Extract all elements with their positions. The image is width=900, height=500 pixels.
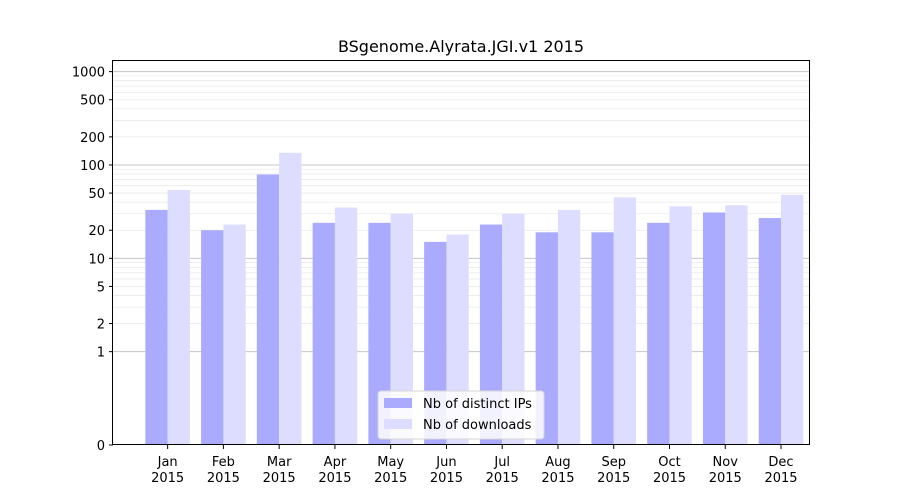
x-tick-label: Apr 2015	[318, 455, 351, 486]
x-tick-month: Mar	[267, 455, 292, 470]
chart-title: BSgenome.Alyrata.JGI.v1 2015	[338, 37, 584, 56]
x-tick-month: Feb	[212, 455, 235, 470]
bar-downloads	[279, 152, 302, 445]
y-tick-label: 10	[88, 252, 105, 267]
legend-label: Nb of downloads	[423, 418, 532, 433]
x-tick-year: 2015	[486, 471, 519, 486]
y-tick-label: 1000	[72, 66, 105, 81]
bar-downloads	[725, 205, 748, 445]
x-tick-month: Dec	[768, 455, 793, 470]
x-tick-label: Nov 2015	[709, 455, 742, 486]
x-tick-year: 2015	[764, 471, 797, 486]
x-tick-year: 2015	[318, 471, 351, 486]
bar-distinct-ips	[368, 222, 391, 445]
legend: Nb of distinct IPs Nb of downloads	[377, 390, 545, 440]
x-tick-year: 2015	[207, 471, 240, 486]
bar-downloads	[390, 213, 413, 445]
x-tick-label: Oct 2015	[653, 455, 686, 486]
x-tick-year: 2015	[653, 471, 686, 486]
x-tick-label: Dec 2015	[764, 455, 797, 486]
x-tick-label: Jul 2015	[486, 455, 519, 486]
x-tick-year: 2015	[541, 471, 574, 486]
y-tick-label: 50	[88, 187, 105, 202]
legend-swatch	[384, 398, 412, 408]
x-tick-month: Jan	[157, 455, 178, 470]
bar-downloads	[223, 224, 246, 445]
bar-distinct-ips	[647, 222, 670, 445]
y-tick-label: 1	[97, 346, 105, 361]
x-tick-label: Mar 2015	[263, 455, 296, 486]
bar-distinct-ips	[145, 209, 168, 445]
x-tick-label: Aug 2015	[541, 455, 574, 486]
bar-downloads	[781, 194, 804, 445]
bar-distinct-ips	[479, 224, 503, 445]
legend-box	[377, 390, 545, 440]
bar-downloads	[167, 189, 190, 445]
bar-downloads	[557, 209, 581, 445]
x-tick-year: 2015	[374, 471, 407, 486]
y-tick-label: 100	[80, 159, 105, 174]
x-tick-month: Jun	[435, 455, 456, 470]
x-tick-month: Aug	[545, 455, 570, 470]
bar-distinct-ips	[758, 218, 782, 445]
x-tick-year: 2015	[263, 471, 296, 486]
y-tick-label: 0	[97, 439, 105, 454]
x-tick-year: 2015	[151, 471, 184, 486]
plot-frame	[112, 60, 810, 445]
bar-distinct-ips	[312, 222, 335, 445]
x-tick-month: Sep	[601, 455, 626, 470]
x-tick-year: 2015	[430, 471, 463, 486]
x-tick-label: Sep 2015	[597, 455, 630, 486]
x-tick-year: 2015	[597, 471, 630, 486]
x-tick-label: May 2015	[374, 455, 407, 486]
bar-downloads	[669, 206, 692, 445]
bar-distinct-ips	[702, 212, 726, 445]
y-tick-label: 20	[88, 224, 105, 239]
y-tick-label: 200	[80, 131, 105, 146]
bar-distinct-ips	[201, 230, 224, 445]
y-tick-label: 5	[97, 280, 105, 295]
x-tick-label: Jan 2015	[151, 455, 184, 486]
bar-downloads	[502, 213, 525, 445]
y-tick-label: 2	[97, 318, 105, 333]
x-tick-label: Jun 2015	[430, 455, 463, 486]
x-tick-label: Feb 2015	[207, 455, 240, 486]
y-tick-label: 500	[80, 94, 105, 109]
x-tick-month: Oct	[658, 455, 680, 470]
bar-distinct-ips	[256, 174, 280, 446]
x-tick-month: May	[377, 455, 404, 470]
legend-label: Nb of distinct IPs	[423, 397, 532, 412]
x-tick-year: 2015	[709, 471, 742, 486]
bar-distinct-ips	[591, 232, 614, 445]
y-axis: 0 1 2 5 10 20 50 100 200 500 1000	[72, 66, 113, 454]
bar-downloads	[334, 207, 358, 445]
legend-swatch	[384, 419, 412, 429]
x-tick-month: Apr	[324, 455, 347, 470]
x-tick-month: Jul	[493, 455, 510, 470]
bar-downloads	[613, 197, 637, 445]
x-tick-month: Nov	[713, 455, 739, 470]
